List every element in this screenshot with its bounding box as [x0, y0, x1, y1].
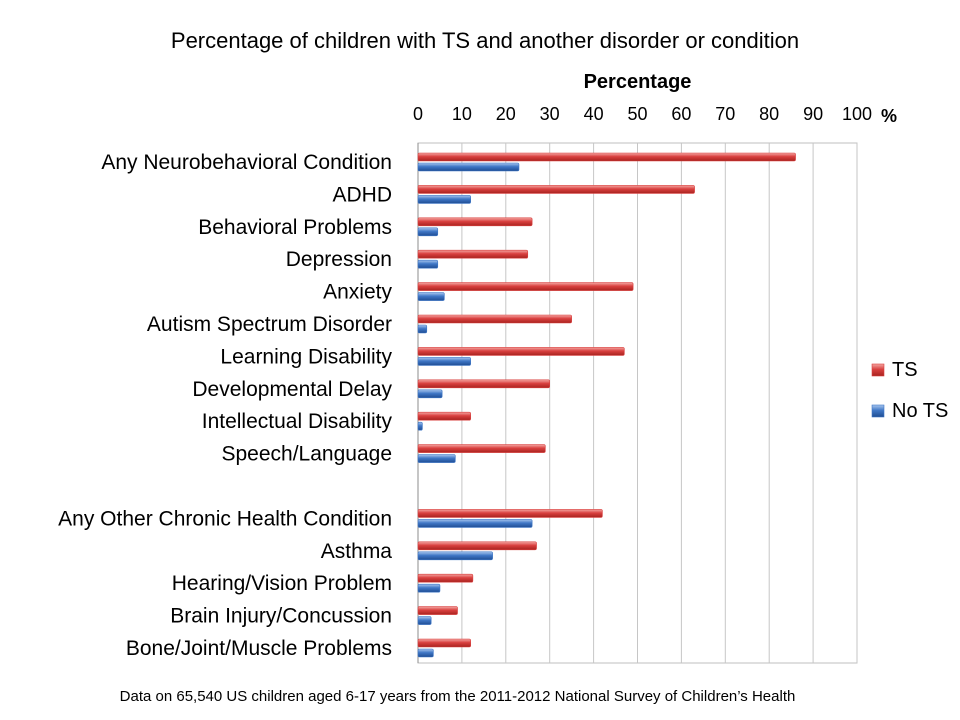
- category-label: Any Other Chronic Health Condition: [58, 507, 392, 530]
- category-label: Brain Injury/Concussion: [170, 605, 392, 628]
- bar-no-ts: [417, 583, 441, 593]
- bar-ts: [417, 152, 796, 162]
- bar-ts: [417, 411, 471, 421]
- x-tick-label: 10: [452, 104, 472, 124]
- x-tick-label: 0: [413, 104, 423, 124]
- bar-ts: [417, 573, 474, 583]
- x-tick-label: 100: [842, 104, 872, 124]
- category-label: Autism Spectrum Disorder: [147, 313, 392, 336]
- category-label: Depression: [286, 248, 392, 271]
- bar-no-ts: [417, 389, 443, 399]
- category-label: Intellectual Disability: [202, 410, 393, 433]
- bar-no-ts: [417, 551, 493, 561]
- bar-ts: [417, 638, 471, 648]
- bar-ts: [417, 444, 546, 453]
- bar-ts: [417, 606, 458, 615]
- bar-no-ts: [417, 454, 456, 463]
- bar-ts: [417, 185, 695, 194]
- footnote: Data on 65,540 US children aged 6-17 yea…: [119, 688, 796, 705]
- legend-label: TS: [892, 359, 918, 381]
- x-tick-label: 20: [496, 104, 516, 124]
- bar-no-ts: [417, 292, 445, 301]
- bar-no-ts: [417, 616, 432, 625]
- bar-no-ts: [417, 259, 439, 269]
- category-label: Speech/Language: [222, 443, 393, 466]
- category-label: Hearing/Vision Problem: [172, 572, 392, 595]
- legend-swatch: [871, 404, 885, 418]
- x-tick-label: 60: [671, 104, 691, 124]
- bar-ts: [417, 249, 529, 259]
- chart-title: Percentage of children with TS and anoth…: [170, 28, 800, 53]
- plot-area: 0 10 20 30 40 50 60 70 80 90 100 Percentage% Any Neu…: [58, 71, 897, 664]
- category-label: Any Neurobehavioral Condition: [101, 151, 392, 174]
- category-label: Bone/Joint/Muscle Problems: [126, 637, 392, 660]
- bar-no-ts: [417, 421, 423, 431]
- bar-no-ts: [417, 519, 533, 528]
- bar-ts: [417, 379, 550, 389]
- x-tick-label: 70: [715, 104, 735, 124]
- bar-no-ts: [417, 324, 428, 334]
- bar-ts: [417, 314, 572, 324]
- category-label: Developmental Delay: [192, 378, 392, 401]
- x-tick-label: 30: [540, 104, 560, 124]
- x-axis-title: Percentage: [584, 71, 692, 93]
- bar-no-ts: [417, 227, 439, 237]
- bar-no-ts: [417, 195, 471, 204]
- x-tick-label: 90: [803, 104, 823, 124]
- legend: TS No TS: [871, 359, 948, 422]
- category-label: Behavioral Problems: [198, 216, 392, 239]
- bar-ts: [417, 217, 533, 227]
- bar-ts: [417, 347, 625, 356]
- x-tick-label: 50: [627, 104, 647, 124]
- bar-no-ts: [417, 162, 520, 172]
- category-label: Learning Disability: [220, 345, 392, 368]
- bar-no-ts: [417, 648, 434, 658]
- bar-ts: [417, 282, 634, 291]
- x-tick-label: 80: [759, 104, 779, 124]
- bar-no-ts: [417, 357, 471, 366]
- category-label: Anxiety: [323, 281, 392, 304]
- x-axis-unit-label: %: [881, 106, 897, 126]
- category-label: Asthma: [321, 540, 393, 563]
- category-label: ADHD: [332, 183, 392, 206]
- x-tick-label: 40: [584, 104, 604, 124]
- legend-swatch: [871, 363, 885, 377]
- bar-ts: [417, 541, 537, 551]
- bar-ts: [417, 509, 603, 518]
- legend-label: No TS: [892, 400, 948, 422]
